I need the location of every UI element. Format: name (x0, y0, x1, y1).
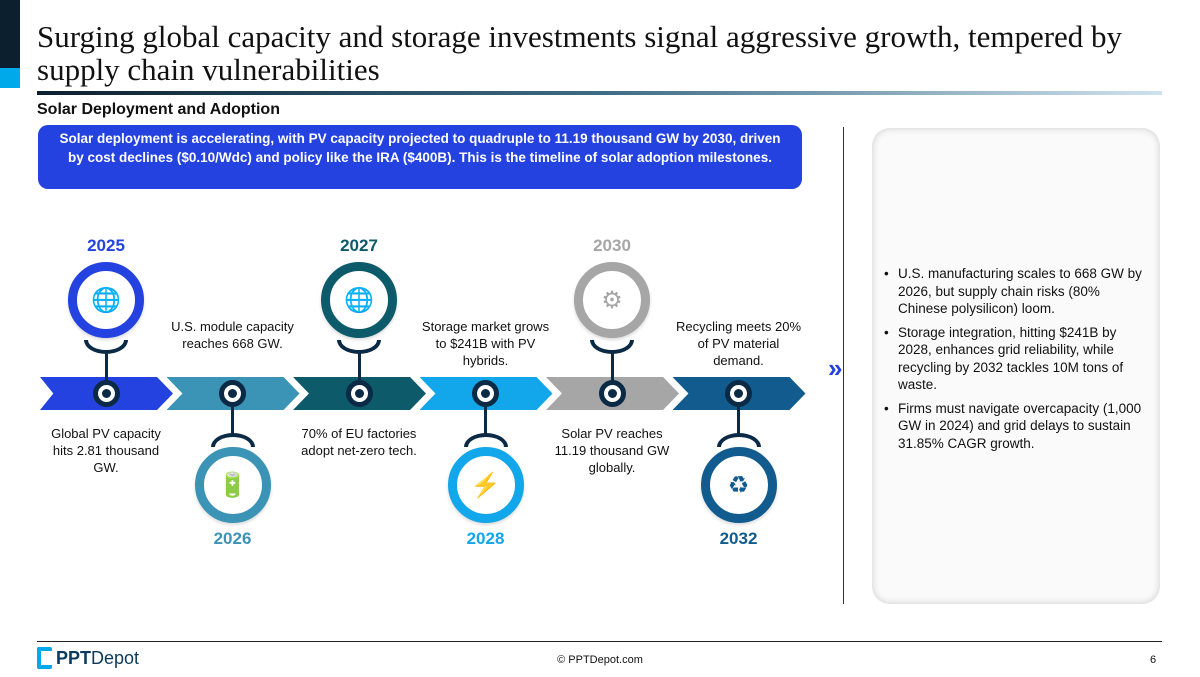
milestone-year: 2025 (87, 236, 125, 255)
logo: PPTDepot (37, 647, 139, 669)
connector-cap (337, 340, 381, 354)
insights-panel: U.S. manufacturing scales to 668 GW by 2… (872, 128, 1160, 604)
gear-cycle-icon: ⚙ (601, 286, 623, 314)
insight-item: U.S. manufacturing scales to 668 GW by 2… (884, 265, 1146, 318)
logo-mark-icon (37, 647, 52, 669)
connector (357, 350, 361, 382)
page-title: Surging global capacity and storage inve… (37, 19, 1123, 87)
node-center (228, 389, 237, 398)
milestone-text: Global PV capacity hits 2.81 thousand GW… (51, 426, 161, 475)
milestone-circle: 🔋 (194, 447, 271, 523)
summary-banner: Solar deployment is accelerating, with P… (38, 125, 802, 189)
milestone-circle: ♻ (700, 447, 777, 523)
chevron-right-icon: » (828, 353, 843, 383)
insight-item: Firms must navigate overcapacity (1,000 … (884, 400, 1146, 453)
milestone-year: 2028 (466, 529, 505, 548)
battery-recycle-icon: ♻ (727, 471, 750, 499)
connector (737, 405, 740, 437)
page-number: 6 (1150, 654, 1157, 666)
timeline-node (219, 380, 246, 407)
insight-item: Storage integration, hitting $241B by 20… (884, 324, 1146, 394)
milestone-text: Storage market grows to $241B with PV hy… (421, 319, 550, 368)
milestone-year: 2032 (719, 529, 758, 548)
connector-cap (210, 433, 255, 447)
milestone-text: Recycling meets 20% of PV material deman… (676, 319, 801, 368)
title-divider (37, 91, 1162, 95)
cart-bolt-icon: ⚡ (470, 471, 501, 499)
milestone-circle: ⚡ (447, 447, 524, 523)
section-subtitle: Solar Deployment and Adoption (37, 101, 280, 118)
globe-icon: 🌐 (91, 286, 121, 314)
connector (610, 350, 614, 382)
milestone-circle: ⚙ (574, 262, 650, 338)
node-center (481, 389, 490, 398)
timeline-node (345, 380, 373, 407)
battery-icon: 🔋 (217, 471, 248, 499)
connector-cap (84, 340, 128, 354)
vertical-divider (843, 127, 844, 604)
timeline-node (598, 380, 626, 407)
milestone-text: U.S. module capacity reaches 668 GW. (171, 319, 294, 351)
connector (231, 405, 234, 437)
node-center (101, 389, 111, 398)
accent-bar-dark (0, 0, 20, 68)
connector-cap (716, 433, 761, 447)
milestone-circle: 🌐 (321, 262, 397, 338)
logo-text-light: Depot (91, 647, 140, 668)
timeline-node (725, 380, 752, 407)
milestone-circle: 🌐 (68, 262, 144, 338)
node-center (734, 389, 743, 398)
footer-divider (37, 641, 1162, 642)
copyright: © PPTDepot.com (557, 654, 643, 666)
logo-text-bold: PPT (56, 647, 92, 668)
node-center (354, 389, 364, 398)
timeline-node (92, 380, 120, 407)
milestone-text: Solar PV reaches 11.19 thousand GW globa… (554, 426, 670, 475)
timeline-node (472, 380, 499, 407)
connector-cap (590, 340, 634, 354)
connector (104, 350, 108, 382)
milestone-text: 70% of EU factories adopt net-zero tech. (301, 426, 417, 458)
node-center (607, 389, 617, 398)
milestone-year: 2026 (213, 529, 252, 548)
milestone-year: 2030 (593, 236, 631, 255)
milestone-year: 2027 (340, 236, 378, 255)
connector-cap (463, 433, 508, 447)
globe-icon: 🌐 (344, 286, 374, 314)
accent-bar-blue (0, 68, 20, 88)
connector (484, 405, 487, 437)
